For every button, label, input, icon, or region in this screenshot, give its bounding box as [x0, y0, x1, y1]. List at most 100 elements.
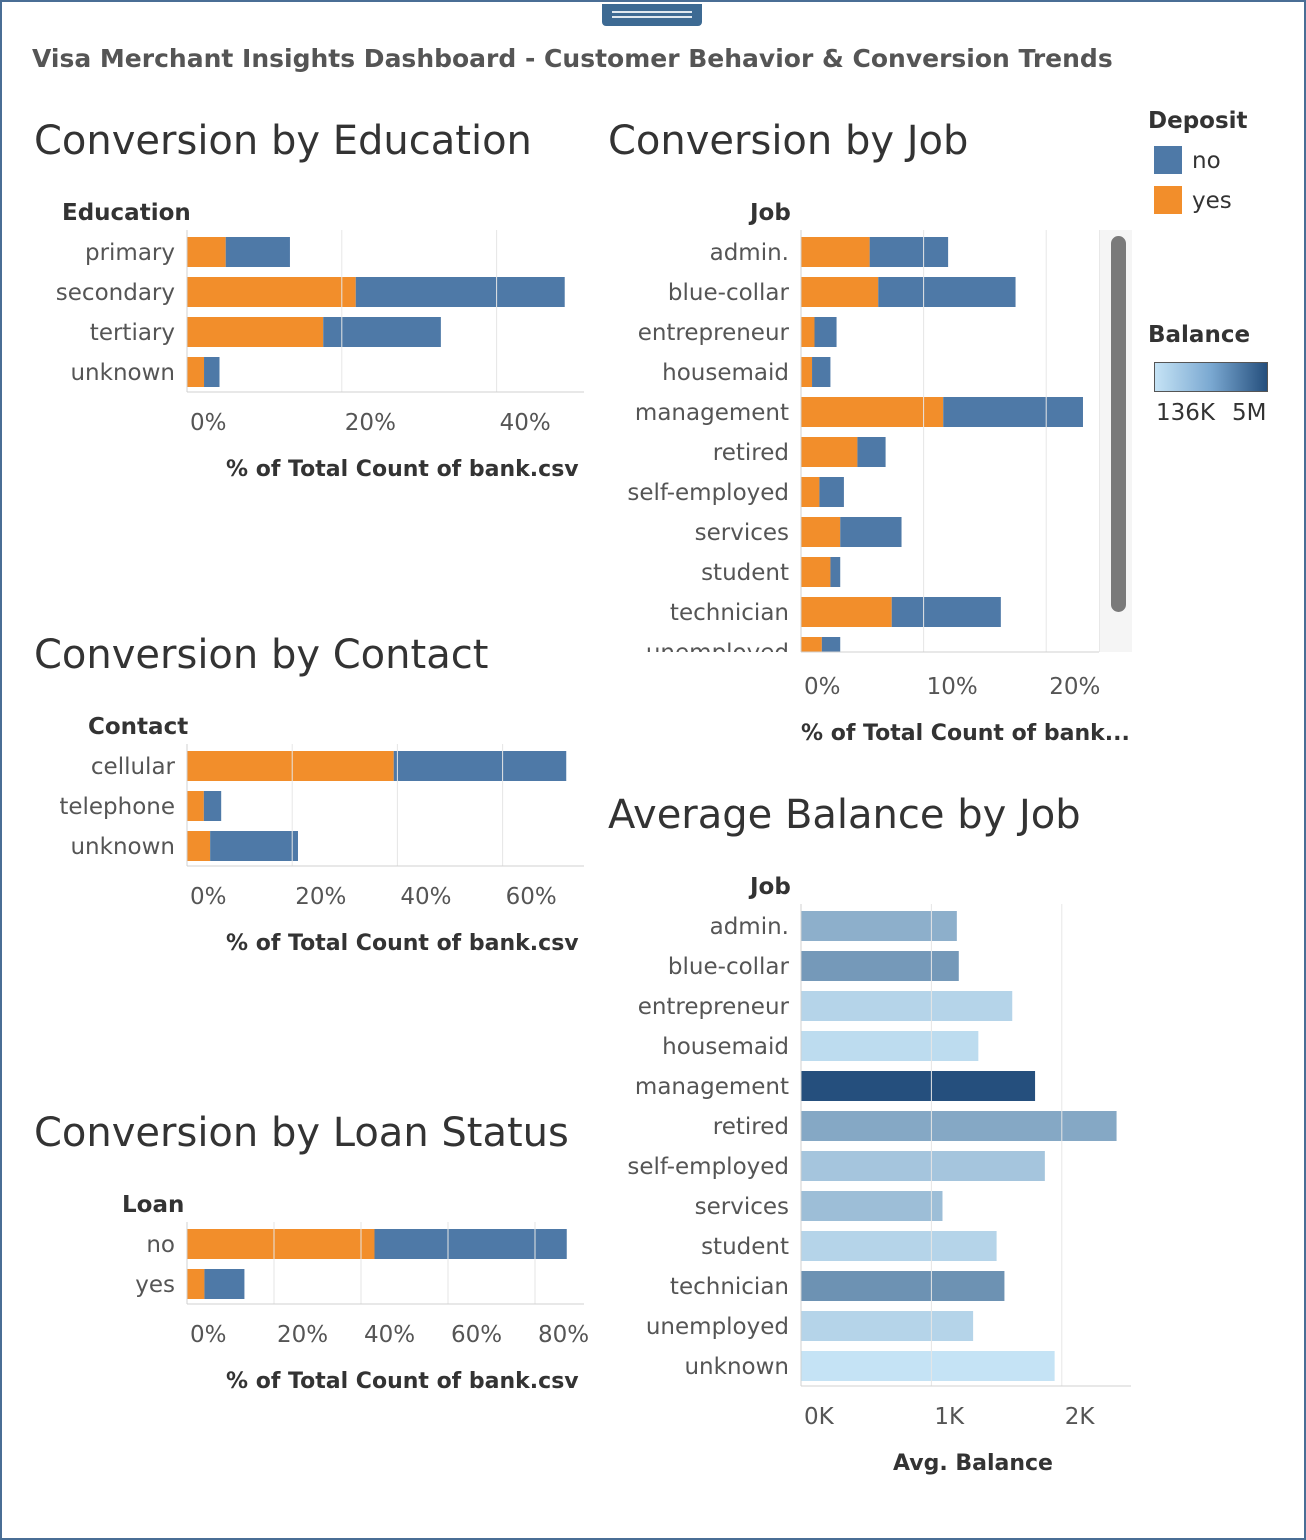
deposit-legend-title: Deposit — [1148, 108, 1248, 134]
job-bar-yes[interactable] — [801, 397, 944, 427]
contact-tick-label: 40% — [400, 884, 451, 910]
job-bar-no[interactable] — [943, 397, 1083, 427]
loan-bar-no[interactable] — [374, 1229, 567, 1259]
balance-category-label: housemaid — [662, 1034, 789, 1060]
loan-tick-label: 60% — [451, 1322, 502, 1348]
job-bar-yes[interactable] — [801, 357, 813, 387]
balance-bar[interactable] — [801, 1111, 1117, 1141]
job-bar-no[interactable] — [812, 357, 831, 387]
education-category-label: unknown — [70, 360, 175, 386]
balance-max-label: 5M — [1232, 400, 1267, 426]
job-bar-no[interactable] — [857, 437, 886, 467]
balance-bar[interactable] — [801, 1071, 1036, 1101]
job-x-label: % of Total Count of bank... — [801, 721, 1130, 746]
job-tick-label: 0% — [804, 674, 841, 700]
job-bar-yes[interactable] — [801, 317, 815, 347]
job-bar-yes[interactable] — [801, 477, 820, 507]
balance-bar[interactable] — [801, 911, 957, 941]
job-bar-no[interactable] — [830, 557, 841, 587]
balance-bar[interactable] — [801, 991, 1013, 1021]
legend-swatch-yes[interactable] — [1154, 186, 1182, 214]
balance-bar[interactable] — [801, 1191, 943, 1221]
legend-label-no[interactable]: no — [1192, 148, 1221, 174]
loan-tick-label: 40% — [364, 1322, 415, 1348]
job-bar-no[interactable] — [814, 317, 837, 347]
job-bar-yes[interactable] — [801, 437, 858, 467]
education-tick-label: 20% — [345, 410, 396, 436]
balance-category-label: student — [701, 1234, 789, 1260]
balance-bar[interactable] — [801, 951, 959, 981]
contact-category-label: unknown — [70, 834, 175, 860]
contact-bar-yes[interactable] — [187, 791, 204, 821]
job-category-label: services — [695, 520, 789, 546]
education-bar-yes[interactable] — [187, 277, 356, 307]
balance-category-label: self-employed — [627, 1154, 789, 1180]
contact-axis-header: Contact — [88, 714, 189, 740]
balance-category-label: admin. — [710, 914, 789, 940]
balance-min-label: 136K — [1156, 400, 1215, 426]
job-bar-no[interactable] — [891, 597, 1001, 627]
job-bar-yes[interactable] — [801, 637, 822, 667]
contact-chart-title: Conversion by Contact — [34, 632, 489, 678]
contact-bar-yes[interactable] — [187, 751, 394, 781]
legend-swatch-no[interactable] — [1154, 146, 1182, 174]
education-bar-yes[interactable] — [187, 237, 226, 267]
loan-category-label: yes — [135, 1272, 175, 1298]
loan-x-label: % of Total Count of bank.csv — [226, 1369, 579, 1394]
education-category-label: tertiary — [90, 320, 175, 346]
job-bar-yes[interactable] — [801, 237, 870, 267]
education-bar-no[interactable] — [225, 237, 290, 267]
contact-tick-label: 0% — [190, 884, 227, 910]
loan-bar-no[interactable] — [204, 1269, 245, 1299]
job-bar-no[interactable] — [869, 237, 949, 267]
job-bar-yes[interactable] — [801, 557, 831, 587]
job-category-label: management — [635, 400, 789, 426]
balance-bar[interactable] — [801, 1271, 1005, 1301]
job-chart: admin. blue-collar entrepreneur housemaid ma… — [627, 237, 1083, 667]
job-axis-header: Job — [750, 200, 791, 226]
loan-chart-title: Conversion by Loan Status — [34, 1110, 569, 1156]
contact-bar-yes[interactable] — [187, 831, 211, 861]
contact-category-label: telephone — [59, 794, 175, 820]
education-category-label: secondary — [56, 280, 175, 306]
contact-bar-no[interactable] — [393, 751, 567, 781]
contact-bar-no[interactable] — [203, 791, 222, 821]
job-bar-yes[interactable] — [801, 517, 841, 547]
contact-bar-no[interactable] — [210, 831, 298, 861]
balance-category-label: services — [695, 1194, 789, 1220]
loan-axis-header: Loan — [122, 1192, 185, 1218]
balance-x-label: Avg. Balance — [893, 1451, 1053, 1476]
balance-color-ramp — [1154, 362, 1268, 392]
balance-category-label: unknown — [684, 1354, 789, 1380]
balance-tick-label: 2K — [1065, 1404, 1096, 1430]
balance-chart-title: Average Balance by Job — [608, 792, 1081, 838]
job-bar-yes[interactable] — [801, 277, 879, 307]
balance-bar[interactable] — [801, 1311, 974, 1341]
job-bar-no[interactable] — [878, 277, 1016, 307]
loan-bar-yes[interactable] — [187, 1269, 205, 1299]
education-bar-no[interactable] — [204, 357, 220, 387]
balance-bar[interactable] — [801, 1231, 997, 1261]
legend-label-yes[interactable]: yes — [1192, 188, 1232, 214]
drag-handle[interactable] — [602, 4, 702, 26]
balance-bar[interactable] — [801, 1151, 1045, 1181]
job-bar-yes[interactable] — [801, 597, 892, 627]
balance-category-label: retired — [713, 1114, 789, 1140]
job-category-label: self-employed — [627, 480, 789, 506]
education-bar-yes[interactable] — [187, 357, 205, 387]
contact-x-label: % of Total Count of bank.csv — [226, 931, 579, 956]
education-bar-no[interactable] — [355, 277, 565, 307]
job-chart-scrollbar-thumb[interactable] — [1111, 236, 1126, 612]
loan-bar-yes[interactable] — [187, 1229, 375, 1259]
education-bar-yes[interactable] — [187, 317, 324, 347]
balance-bar[interactable] — [801, 1031, 979, 1061]
job-bar-no[interactable] — [821, 637, 841, 667]
education-bar-no[interactable] — [323, 317, 441, 347]
job-bar-no[interactable] — [840, 517, 902, 547]
contact-tick-label: 20% — [295, 884, 346, 910]
job-chart-title: Conversion by Job — [608, 118, 969, 164]
job-bar-no[interactable] — [819, 477, 844, 507]
balance-bar[interactable] — [801, 1351, 1055, 1381]
contact-chart: cellular telephone unknown — [59, 751, 567, 861]
